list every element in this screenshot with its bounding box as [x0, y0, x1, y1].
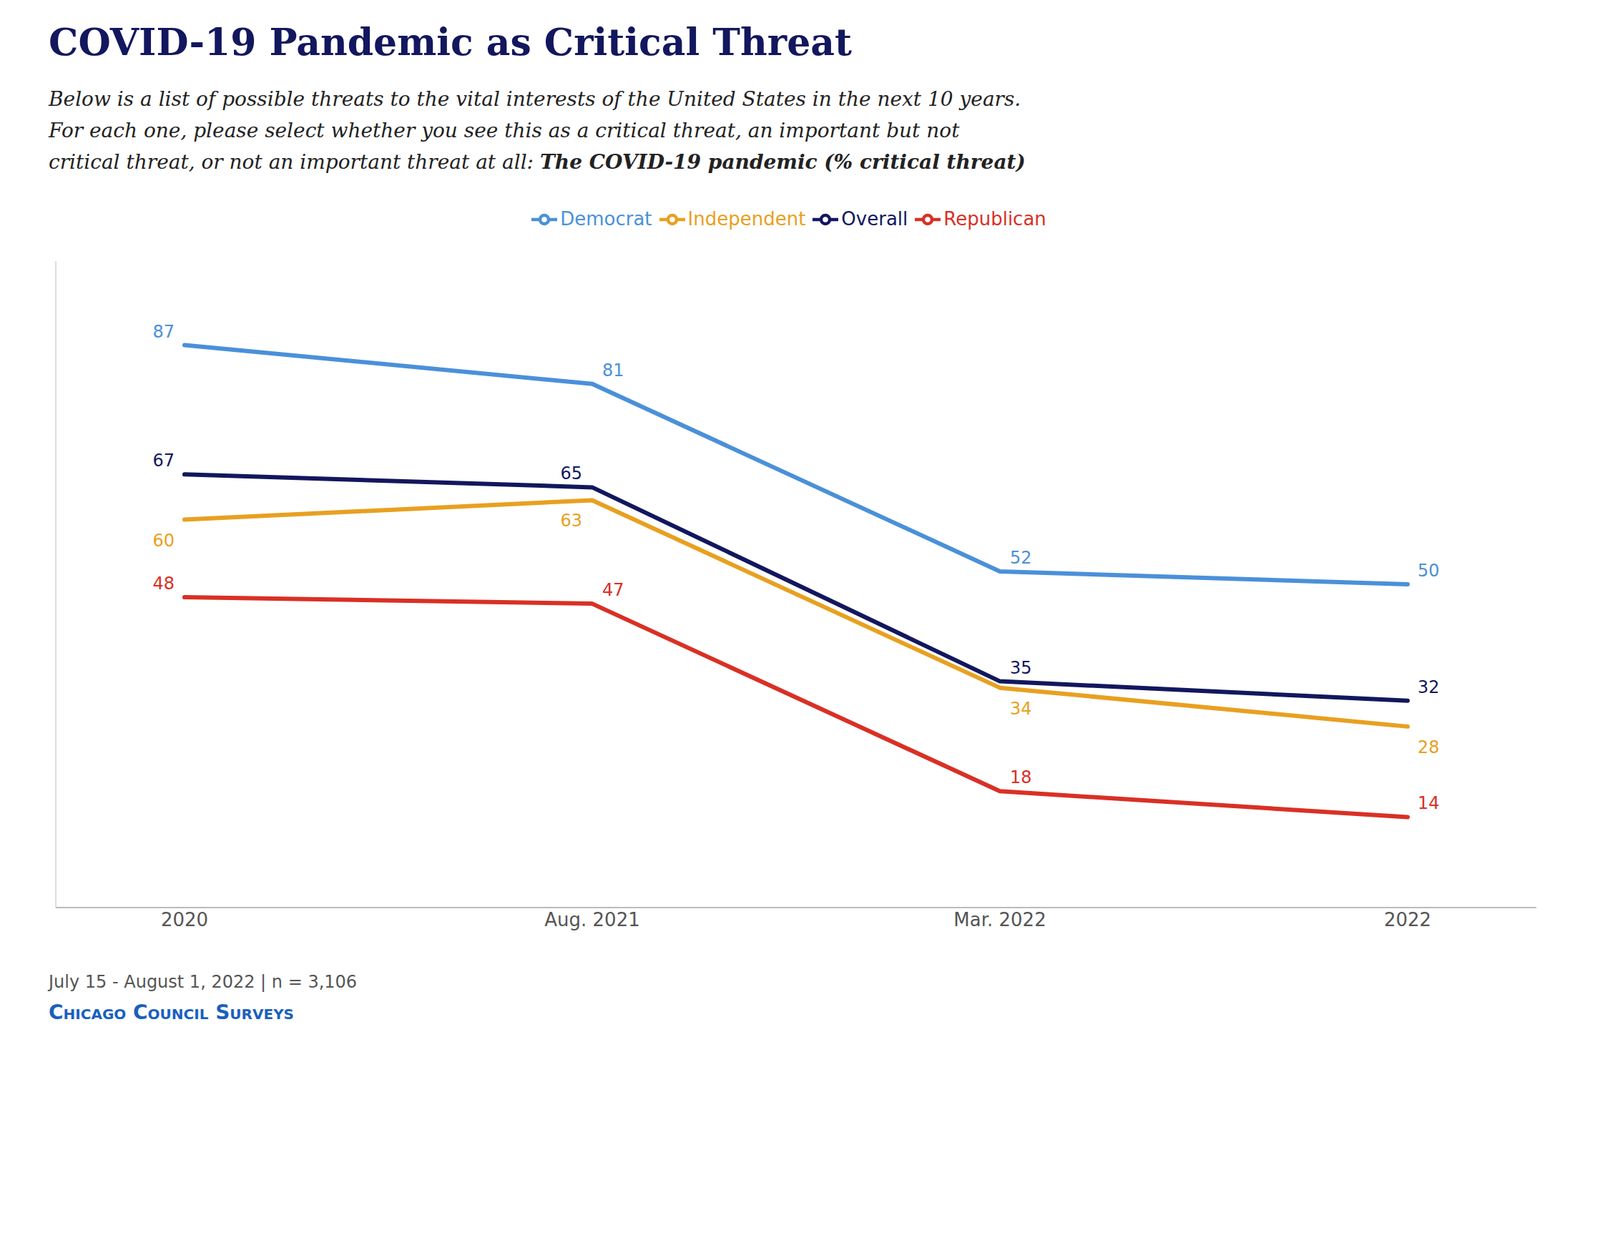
- html-text:Below is a list of possible th: Below is a list of possible threats to t…: [48, 87, 1021, 111]
- svg-text:81: 81: [602, 360, 625, 381]
- html-text:Democrat: Democrat: [560, 207, 652, 230]
- html-text:critical threat, or not an imp: critical threat, or not an important thr…: [48, 150, 1026, 174]
- svg-text:35: 35: [1009, 658, 1033, 679]
- svg-text:50: 50: [1417, 560, 1440, 581]
- svg-text:14: 14: [1417, 793, 1440, 814]
- svg-text:60: 60: [152, 530, 175, 551]
- svg-text:32: 32: [1417, 677, 1440, 698]
- svg-text:87: 87: [152, 321, 175, 342]
- svg-text:65: 65: [560, 463, 583, 484]
- svg-text:Mar. 2022: Mar. 2022: [953, 909, 1046, 931]
- svg-text:2022: 2022: [1383, 909, 1432, 931]
- svg-text:63: 63: [560, 510, 583, 531]
- html-text:COVID-19 Pandemic as Critical: COVID-19 Pandemic as Critical Threat: [48, 20, 852, 64]
- html-text:For each one, please select wh: For each one, please select whether you …: [48, 118, 960, 143]
- svg-text:67: 67: [152, 450, 175, 471]
- html-text:Overall: Overall: [841, 207, 908, 230]
- svg-text:Aug. 2021: Aug. 2021: [544, 909, 640, 931]
- html-text:Independent: Independent: [687, 207, 806, 230]
- html-text:July 15 - August 1, 2022 | n =: July 15 - August 1, 2022 | n = 3,106: [48, 972, 357, 993]
- svg-text:18: 18: [1009, 767, 1033, 788]
- svg-text:47: 47: [602, 580, 625, 601]
- svg-text:48: 48: [152, 573, 175, 594]
- svg-text:52: 52: [1009, 547, 1033, 568]
- svg-text:34: 34: [1009, 698, 1033, 719]
- svg-text:28: 28: [1417, 737, 1440, 758]
- html-text:Republican: Republican: [943, 207, 1047, 230]
- svg-text:2020: 2020: [160, 909, 209, 931]
- html-text:Chicago Council Surveys: Chicago Council Surveys: [48, 1000, 294, 1025]
